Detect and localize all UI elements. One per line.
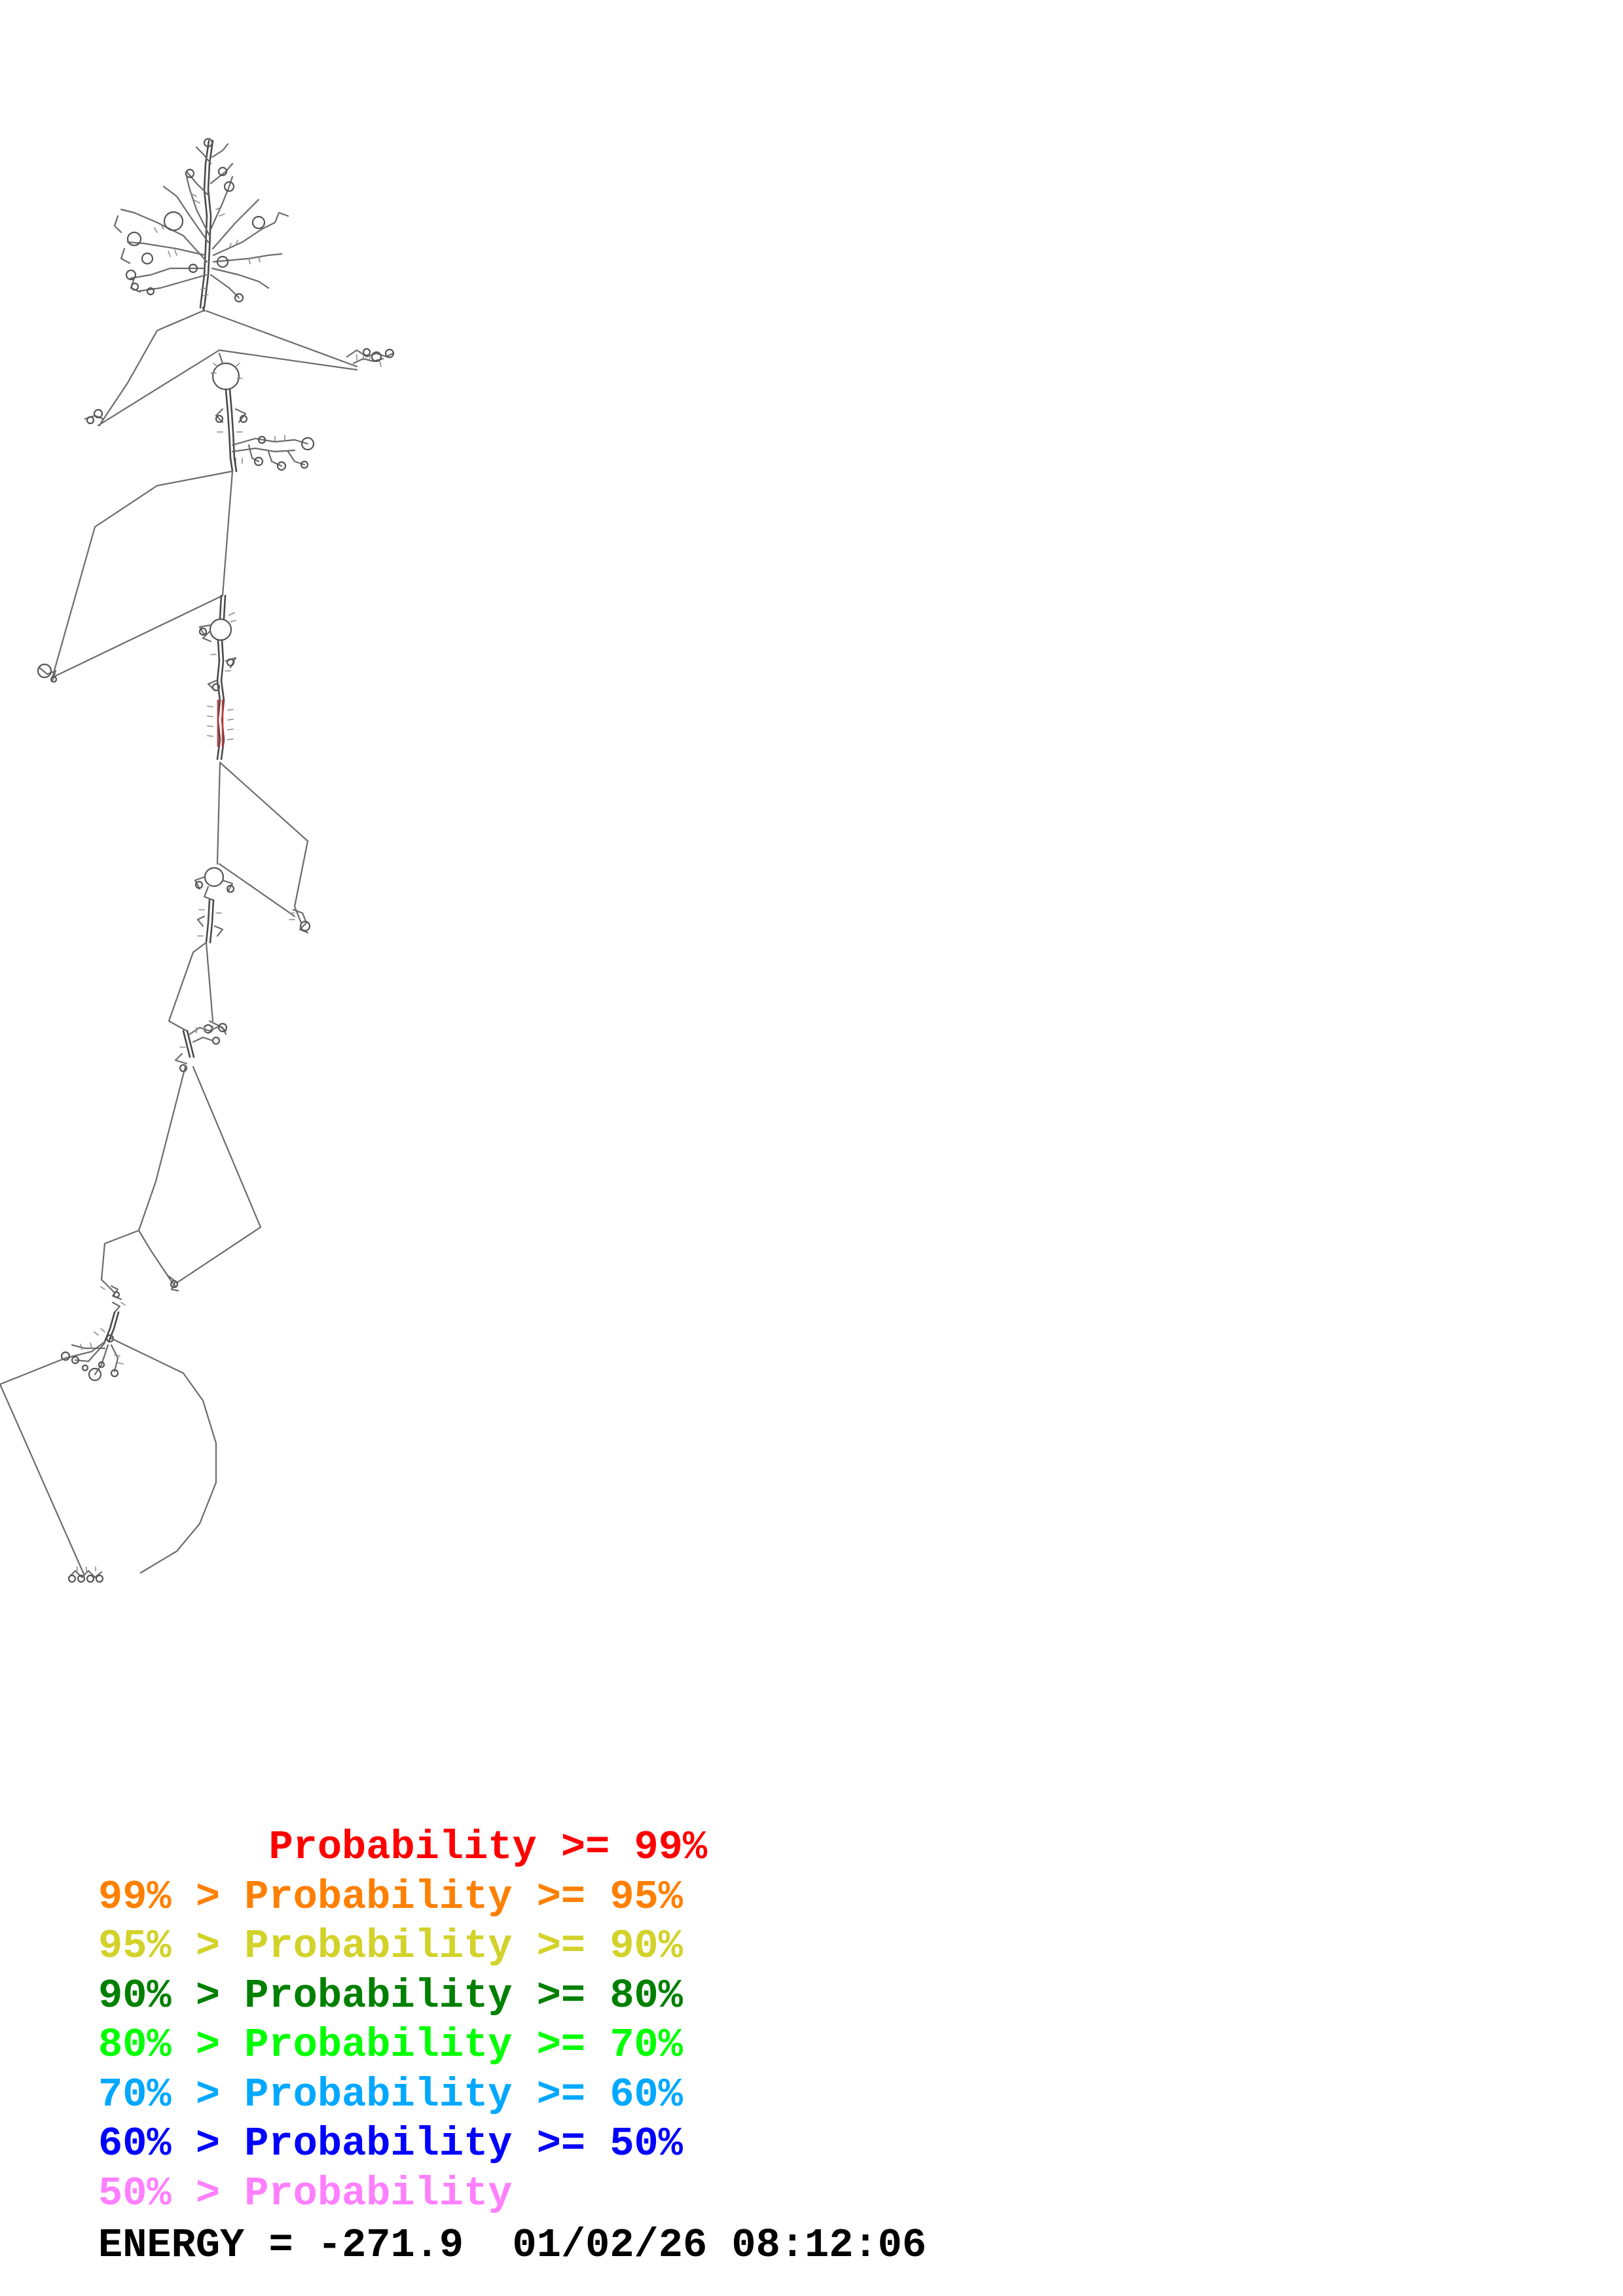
- top-branch-cluster: [113, 137, 289, 309]
- energy-value: -271.9: [317, 2222, 464, 2269]
- energy-label: ENERGY =: [98, 2222, 318, 2269]
- branch-1800: [100, 1066, 262, 1314]
- legend-row: 80% > Probability >= 70%: [98, 2022, 683, 2068]
- legend-row: 99% > Probability >= 95%: [98, 1873, 683, 1920]
- legend-row: 90% > Probability >= 80%: [98, 1972, 683, 2019]
- rna-secondary-structure: [0, 137, 395, 1583]
- legend-row: 50% > Probability: [98, 2170, 513, 2217]
- legend-row: 70% > Probability >= 60%: [98, 2071, 683, 2118]
- long-edges-middle: [37, 470, 234, 683]
- branch-680: [229, 435, 315, 473]
- junction-upper: [84, 310, 395, 427]
- bottom-cluster: [60, 1311, 124, 1382]
- lower-loop: [0, 1337, 217, 1583]
- multiloop-1340: [194, 867, 235, 944]
- footer-separator: [464, 2222, 512, 2269]
- timestamp: 01/02/26 08:12:06: [512, 2222, 927, 2269]
- footer-line: ENERGY = -271.9 01/02/26 08:12:06: [98, 2222, 926, 2269]
- branch-1300: [216, 761, 311, 934]
- legend-row: 60% > Probability >= 50%: [98, 2121, 683, 2167]
- branch-1500: [168, 941, 228, 1073]
- legend-row: 95% > Probability >= 90%: [98, 1923, 683, 1969]
- legend-row: Probability >= 99%: [98, 1824, 708, 1871]
- probability-legend: Probability >= 99% 99% > Probability >= 9…: [98, 1823, 707, 2218]
- multiloop-960: [198, 594, 237, 761]
